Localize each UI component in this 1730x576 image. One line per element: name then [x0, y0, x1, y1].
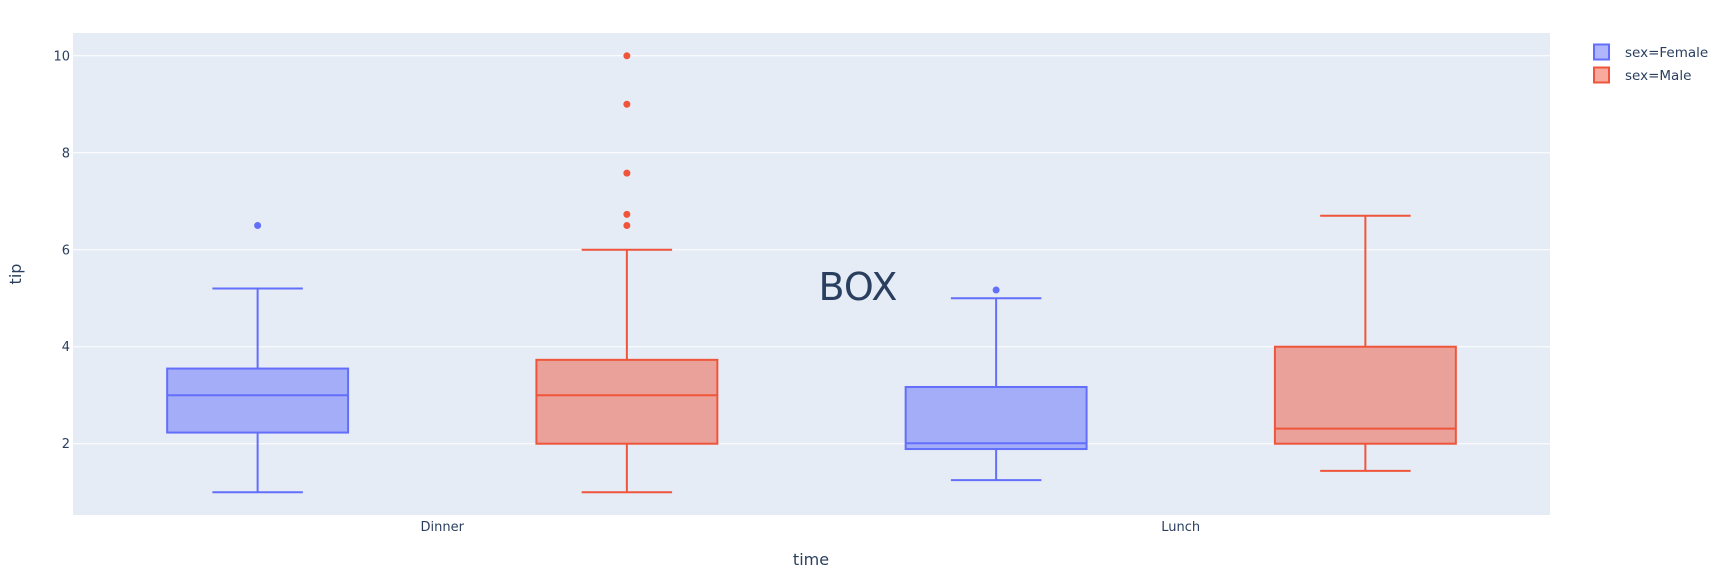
y-tick-label: 2: [62, 437, 70, 452]
iqr-box: [904, 385, 1088, 451]
x-tick-label: Dinner: [421, 520, 465, 535]
y-tick-label: 10: [53, 49, 70, 64]
y-tick-labels: 2 4 6 8 10: [53, 49, 70, 452]
box-sex-male-dinner: [535, 52, 719, 494]
y-tick-label: 8: [62, 146, 70, 161]
legend-swatch: [1593, 66, 1610, 84]
legend-label: sex=Female: [1625, 45, 1708, 61]
outlier-point: [254, 222, 262, 230]
box-sex-male-lunch: [1273, 214, 1457, 472]
x-axis-title: time: [793, 550, 829, 569]
outlier-point: [623, 210, 631, 218]
annotation-text: BOX: [819, 265, 898, 309]
outlier-point: [623, 169, 631, 177]
legend-item-sex-male[interactable]: sex=Male: [1593, 66, 1691, 85]
y-tick-label: 6: [62, 243, 70, 258]
y-tick-label: 4: [62, 340, 70, 355]
x-tick-label: Lunch: [1161, 520, 1200, 535]
legend-item-sex-female[interactable]: sex=Female: [1593, 43, 1708, 62]
iqr-box: [166, 367, 350, 434]
outlier-point: [623, 52, 631, 60]
legend-swatch: [1593, 43, 1610, 61]
iqr-box: [535, 358, 719, 445]
legend[interactable]: sex=Female sex=Male: [1593, 43, 1708, 85]
outlier-point: [623, 222, 631, 230]
box-sex-female-lunch: [904, 286, 1088, 482]
outlier-point: [992, 286, 1000, 294]
y-axis-title: tip: [6, 264, 25, 285]
box-traces: [166, 52, 1457, 494]
legend-label: sex=Male: [1625, 68, 1691, 84]
box-sex-female-dinner: [166, 222, 350, 494]
outlier-point: [623, 100, 631, 108]
iqr-box: [1273, 345, 1457, 445]
x-tick-labels: Dinner Lunch: [421, 520, 1201, 535]
